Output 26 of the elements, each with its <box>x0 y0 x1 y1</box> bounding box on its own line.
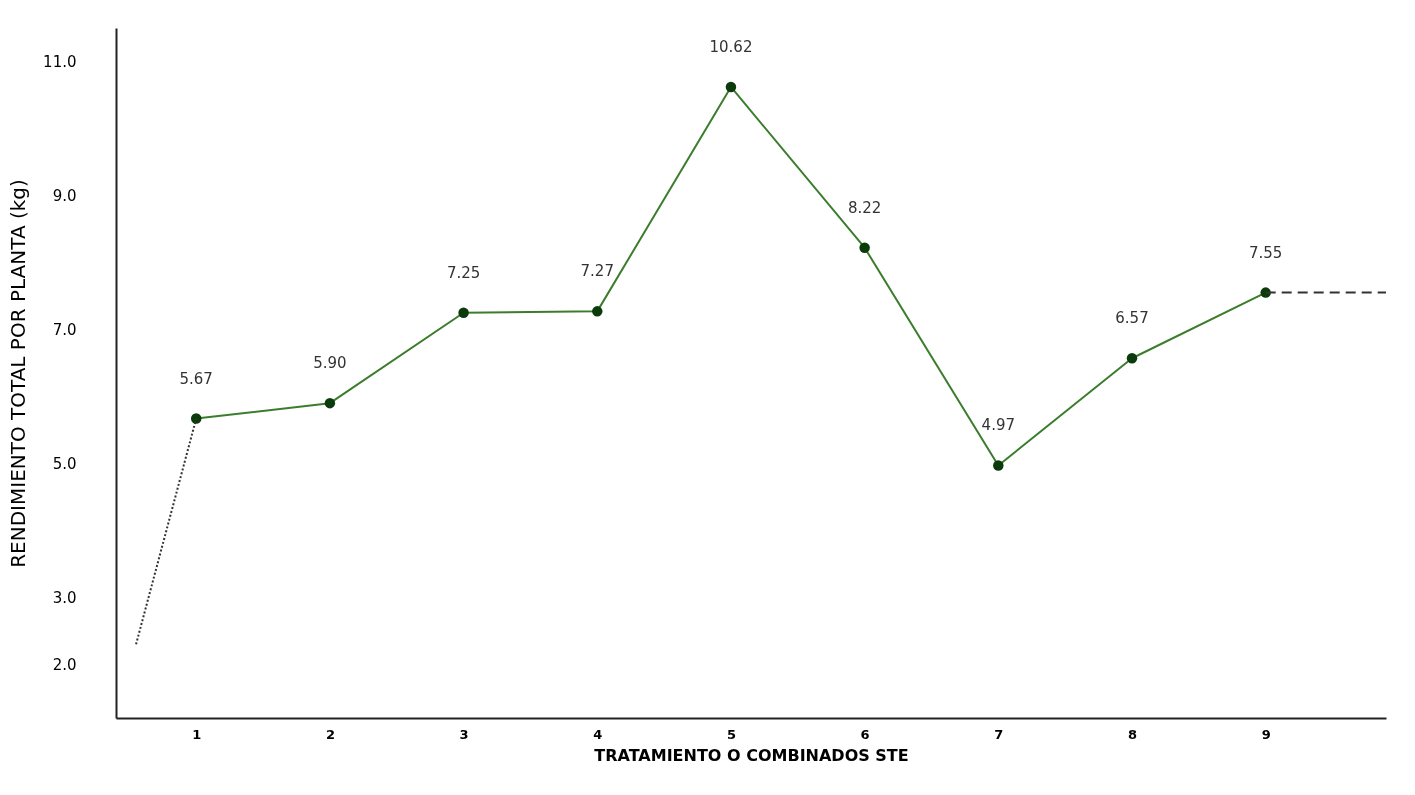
x-tick-label: 4 <box>593 726 603 742</box>
data-label: 6.57 <box>1115 309 1149 328</box>
y-axis-title: RENDIMIENTO TOTAL POR PLANTA (kg) <box>6 179 31 568</box>
data-label: 7.25 <box>446 263 481 282</box>
x-tick-label: 3 <box>459 726 469 742</box>
y-tick-label: 9.0 <box>52 186 77 205</box>
x-axis-title: TRATAMIENTO O COMBINADOS STE <box>594 745 909 765</box>
y-tick-label: 2.0 <box>52 655 77 674</box>
data-label: 7.55 <box>1248 243 1283 262</box>
y-tick-label: 7.0 <box>52 320 77 339</box>
data-label: 5.90 <box>313 354 347 373</box>
data-label: 7.27 <box>580 262 614 281</box>
x-tick-label: 6 <box>860 726 870 742</box>
x-tick-label: 7 <box>994 726 1004 742</box>
data-label: 4.97 <box>981 416 1016 435</box>
x-tick-label: 9 <box>1261 726 1271 742</box>
x-tick-label: 2 <box>325 726 335 742</box>
data-label: 8.22 <box>847 198 882 217</box>
x-tick-label: 1 <box>192 726 202 742</box>
data-label: 5.67 <box>179 369 213 388</box>
y-tick-label: 5.0 <box>52 454 77 473</box>
y-tick-label: 3.0 <box>52 588 77 607</box>
data-label: 10.62 <box>709 37 753 56</box>
y-tick-label: 11.0 <box>43 53 77 71</box>
x-tick-label: 5 <box>726 726 736 742</box>
x-tick-label: 8 <box>1127 726 1138 742</box>
